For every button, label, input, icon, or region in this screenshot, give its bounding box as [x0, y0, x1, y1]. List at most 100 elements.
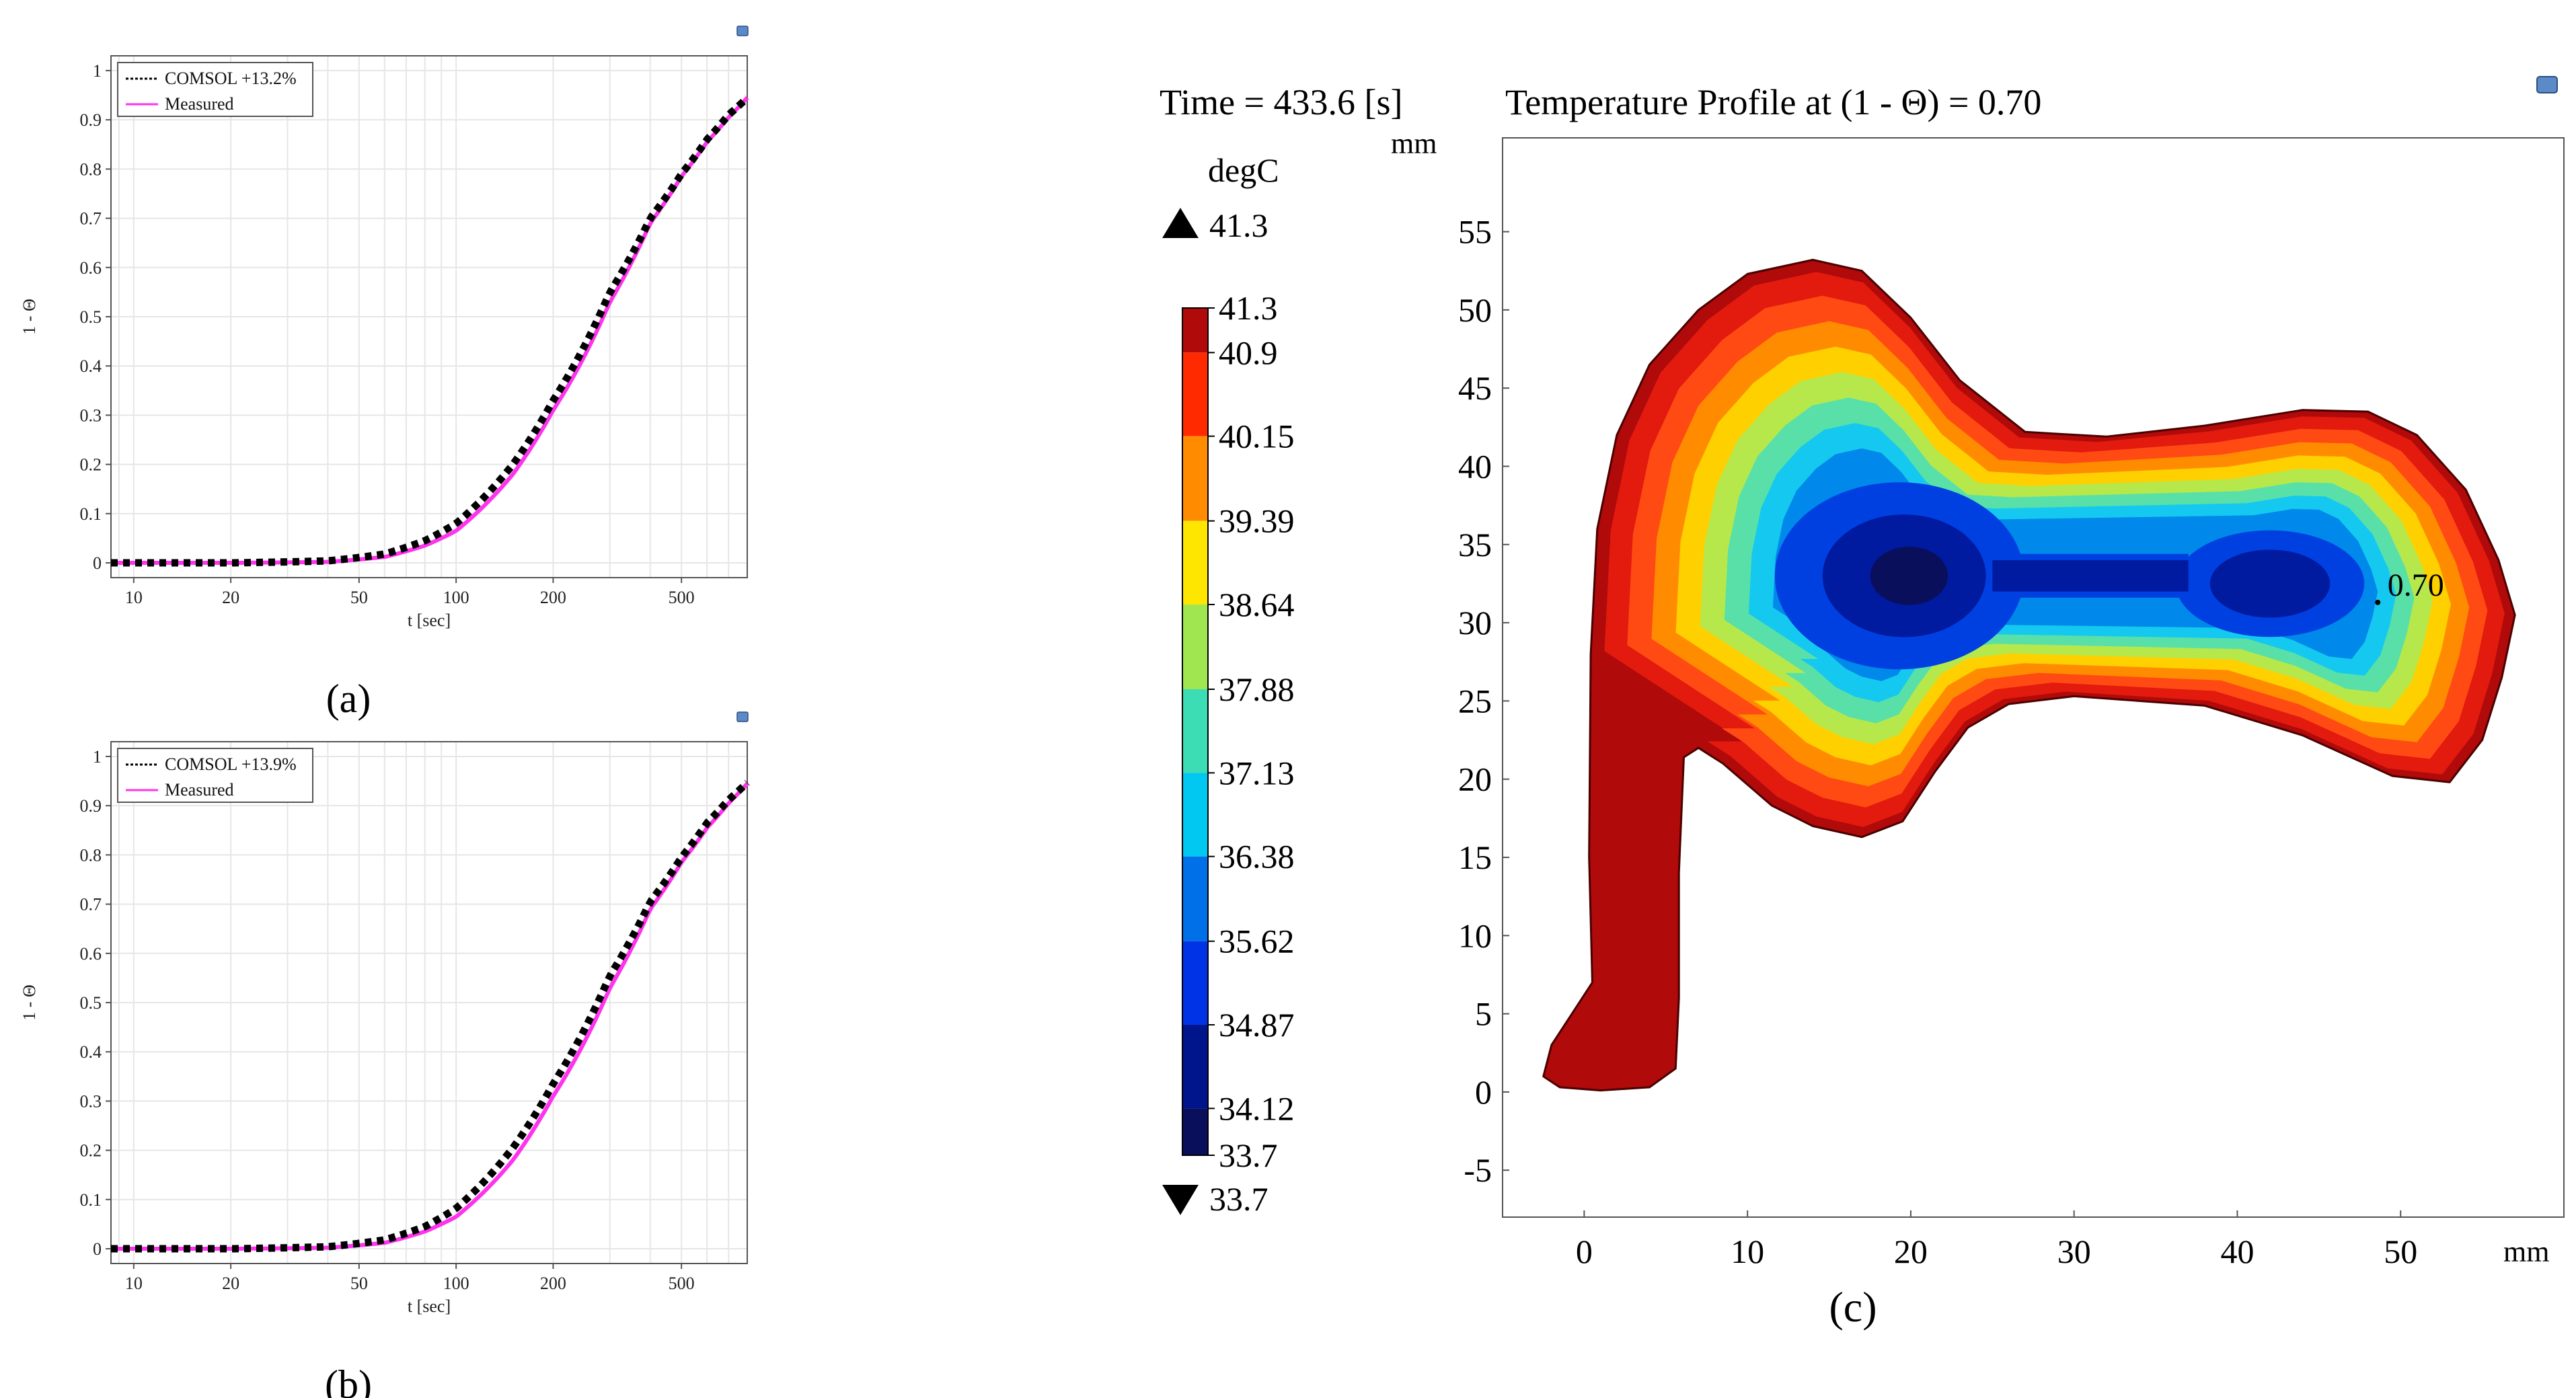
snapshot-icon	[736, 711, 749, 722]
x-unit-label: mm	[2503, 1235, 2549, 1268]
y-unit-label: mm	[1391, 127, 1437, 160]
x-tick-label: 100	[443, 588, 469, 607]
y-axis-label: 1 - Θ	[20, 299, 39, 334]
x-tick-label: 10	[125, 588, 143, 607]
x-tick-label: 20	[222, 1274, 239, 1293]
colorbar-segment	[1182, 941, 1208, 1025]
contour-band	[1992, 560, 2189, 592]
x-tick-label: 50	[350, 588, 368, 607]
y-tick-label: 0.3	[80, 405, 102, 425]
y-tick-label: 0.6	[80, 944, 102, 964]
y-tick-label: 0.5	[80, 307, 102, 327]
panel-label: (c)	[1829, 1283, 1877, 1331]
x-tick-label: 10	[1731, 1233, 1764, 1270]
snapshot-icon	[736, 26, 749, 36]
legend-box	[117, 748, 313, 803]
legend-box	[117, 62, 313, 117]
colorbar-frame	[1182, 307, 1209, 1156]
y-tick-label: 0.7	[80, 209, 102, 229]
legend: COMSOL +13.2% Measured	[117, 62, 313, 117]
contour-band	[1870, 546, 1948, 605]
time-label: Time = 433.6 [s]	[1160, 82, 1403, 122]
y-tick-label: 35	[1458, 526, 1492, 564]
y-tick-label: 0.8	[80, 159, 102, 179]
y-tick-label: 1	[93, 747, 102, 767]
colorbar-tick-label: 40.15	[1219, 418, 1295, 455]
legend-label-comsol: COMSOL +13.9%	[165, 754, 297, 774]
colorbar-segment	[1182, 436, 1208, 521]
y-tick-label: 0	[93, 1239, 102, 1259]
y-tick-label: 0.9	[80, 110, 102, 130]
y-tick-label: 0.2	[80, 455, 102, 475]
colorbar-tick-label: 35.62	[1219, 923, 1295, 960]
colorbar-min-label: 33.7	[1209, 1180, 1268, 1218]
y-tick-label: 0.4	[80, 356, 102, 376]
colorbar-unit: degC	[1208, 151, 1279, 189]
y-tick-label: 0	[1475, 1073, 1492, 1111]
colorbar-tick-label: 36.38	[1219, 838, 1295, 876]
panel-label: (b)	[325, 1362, 372, 1398]
line-chart-b: 0 0.1 0.2 0.3 0.4 0.5 0.6 0.7 0.8 0.9 1 10 20 50 100 20…	[20, 711, 750, 1398]
min-triangle-icon	[1162, 1185, 1199, 1215]
y-tick-label: 15	[1458, 839, 1492, 876]
contour-band	[2209, 549, 2331, 618]
annotation-point	[2375, 599, 2381, 605]
x-tick-label: 10	[125, 1274, 143, 1293]
colorbar-segment	[1182, 856, 1208, 941]
y-tick-label: 50	[1458, 291, 1492, 329]
colorbar-tick-label: 38.64	[1219, 586, 1295, 623]
y-tick-label: 0.6	[80, 258, 102, 278]
panel-label: (a)	[326, 676, 371, 721]
colorbar: degC 41.3 33.7 41.3 40.9 40.15 39.39 38.64 37.88…	[1162, 151, 1295, 1218]
legend-label-measured: Measured	[165, 780, 234, 800]
x-tick-label: 0	[1576, 1233, 1593, 1270]
x-tick-label: 40	[2220, 1233, 2254, 1270]
x-tick-label: 50	[2384, 1233, 2417, 1270]
y-axis-label: 1 - Θ	[20, 984, 39, 1020]
y-tick-label: 40	[1458, 447, 1492, 485]
x-tick-label: 30	[2057, 1233, 2091, 1270]
colorbar-segment	[1182, 605, 1208, 689]
colorbar-tick-label: 34.12	[1219, 1089, 1295, 1127]
max-triangle-icon	[1162, 208, 1199, 238]
colorbar-segment	[1182, 1025, 1208, 1109]
x-tick-label: 500	[669, 588, 695, 607]
y-tick-label: 0.3	[80, 1091, 102, 1111]
colorbar-segment	[1182, 352, 1208, 436]
series-measured	[111, 782, 749, 1251]
y-tick-label: 45	[1458, 369, 1492, 407]
y-tick-label: 0.2	[80, 1141, 102, 1161]
colorbar-segment	[1182, 689, 1208, 773]
colorbar-tick-label: 39.39	[1219, 502, 1295, 540]
y-tick-label: 1	[93, 61, 102, 81]
x-tick-label: 20	[1894, 1233, 1928, 1270]
colorbar-tick-label: 37.13	[1219, 754, 1295, 791]
legend-label-comsol: COMSOL +13.2%	[165, 69, 297, 88]
y-tick-label: 0.4	[80, 1042, 102, 1062]
colorbar-tick-label: 41.3	[1219, 289, 1278, 327]
colorbar-max-label: 41.3	[1209, 206, 1268, 244]
y-tick-label: 0.9	[80, 796, 102, 816]
y-tick-label: 25	[1458, 682, 1492, 720]
y-tick-label: 0.8	[80, 845, 102, 865]
x-tick-label: 20	[222, 588, 239, 607]
x-tick-label: 100	[443, 1274, 469, 1293]
line-chart-a: 0 0.1 0.2 0.3 0.4 0.5 0.6 0.7 0.8 0.9 1 10 20 50 100 20…	[20, 26, 750, 721]
colorbar-segment	[1182, 308, 1208, 353]
x-tick-label: 50	[350, 1274, 368, 1293]
y-tick-label: 5	[1475, 995, 1492, 1033]
y-tick-label: 0.1	[80, 504, 102, 524]
series-comsol	[111, 779, 750, 1253]
x-tick-label: 200	[540, 588, 566, 607]
y-tick-label: 0.5	[80, 993, 102, 1013]
y-tick-label: 55	[1458, 213, 1492, 251]
colorbar-segment	[1182, 1108, 1208, 1155]
y-tick-label: 0	[93, 553, 102, 573]
colorbar-segment	[1182, 520, 1208, 605]
y-tick-label: 0.7	[80, 895, 102, 915]
y-tick-label: -5	[1464, 1151, 1492, 1189]
colorbar-tick-label: 37.88	[1219, 670, 1295, 708]
plot-title: Temperature Profile at (1 - Θ) = 0.70	[1505, 82, 2041, 122]
x-tick-label: 200	[540, 1274, 566, 1293]
